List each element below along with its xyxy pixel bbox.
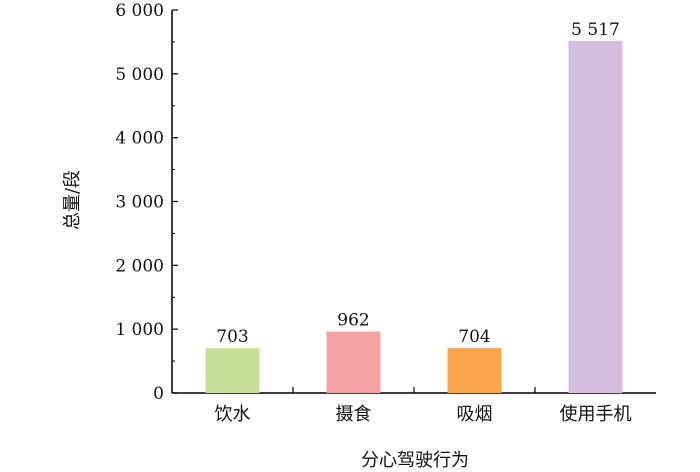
bar-value-label: 5 517 bbox=[571, 20, 620, 40]
y-tick-label: 2 000 bbox=[115, 256, 164, 276]
y-tick-label: 1 000 bbox=[115, 320, 164, 340]
bar bbox=[568, 40, 623, 393]
x-tick-label: 饮水 bbox=[215, 404, 251, 425]
y-tick-label: 4 000 bbox=[115, 129, 164, 149]
bar bbox=[205, 348, 260, 393]
x-tick-label: 使用手机 bbox=[560, 404, 632, 425]
y-tick-label: 5 000 bbox=[115, 65, 164, 85]
y-tick-label: 6 000 bbox=[115, 1, 164, 21]
data-labels: 703 962 704 5 517 bbox=[216, 20, 620, 347]
y-tick-label: 0 bbox=[153, 384, 164, 404]
bar-value-label: 962 bbox=[337, 311, 369, 331]
x-axis-title: 分心驾驶行为 bbox=[361, 450, 469, 471]
bar-value-label: 704 bbox=[458, 327, 490, 347]
y-tick-label: 3 000 bbox=[115, 193, 164, 213]
bar bbox=[447, 348, 502, 393]
y-axis-title: 总量/段 bbox=[62, 170, 83, 230]
bar bbox=[326, 331, 381, 393]
x-tick-label: 吸烟 bbox=[457, 404, 493, 425]
y-axis: 0 1 000 2 000 3 000 4 000 5 000 6 000 bbox=[115, 1, 178, 404]
bars bbox=[205, 40, 623, 393]
x-tick-label: 摄食 bbox=[336, 404, 372, 425]
bar-value-label: 703 bbox=[216, 327, 248, 347]
